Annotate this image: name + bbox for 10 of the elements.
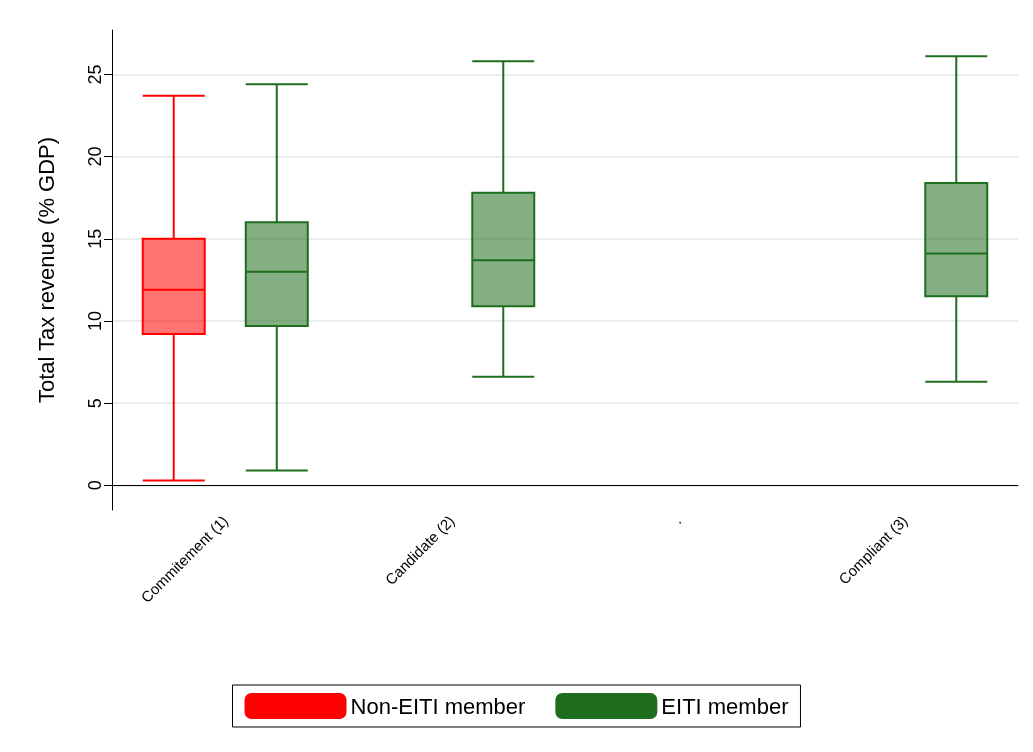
x-tick-label: . [669,511,685,527]
y-tick-label: 25 [85,64,105,85]
y-tick-label: 10 [85,310,105,331]
legend-label: Non-EITI member [350,693,526,719]
y-tick-label: 20 [85,146,105,167]
y-tick-label: 15 [85,228,105,249]
y-tick-label: 0 [85,480,105,491]
y-tick-label: 5 [85,398,105,409]
legend-label: EITI member [661,693,789,719]
y-axis-title: Total Tax revenue (% GDP) [33,136,59,404]
